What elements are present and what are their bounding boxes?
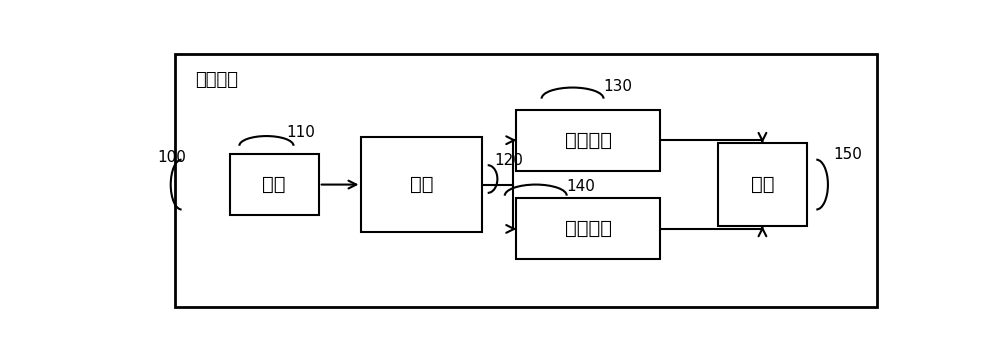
Text: 110: 110 — [286, 125, 315, 140]
Text: 清洁装置: 清洁装置 — [195, 71, 238, 89]
Text: 120: 120 — [494, 153, 523, 168]
Text: 150: 150 — [833, 147, 862, 162]
Text: 气泵: 气泵 — [262, 175, 286, 194]
Text: 罐体: 罐体 — [410, 175, 433, 194]
Text: 第一回路: 第一回路 — [565, 131, 612, 150]
Text: 第二回路: 第二回路 — [565, 220, 612, 238]
Text: 喷头: 喷头 — [751, 175, 774, 194]
Text: 130: 130 — [604, 80, 633, 94]
Bar — [230, 154, 319, 215]
Bar — [361, 138, 482, 232]
Text: 100: 100 — [157, 150, 186, 165]
Bar — [516, 110, 660, 171]
Bar — [516, 198, 660, 260]
Text: 140: 140 — [567, 179, 596, 194]
Bar — [718, 143, 807, 226]
